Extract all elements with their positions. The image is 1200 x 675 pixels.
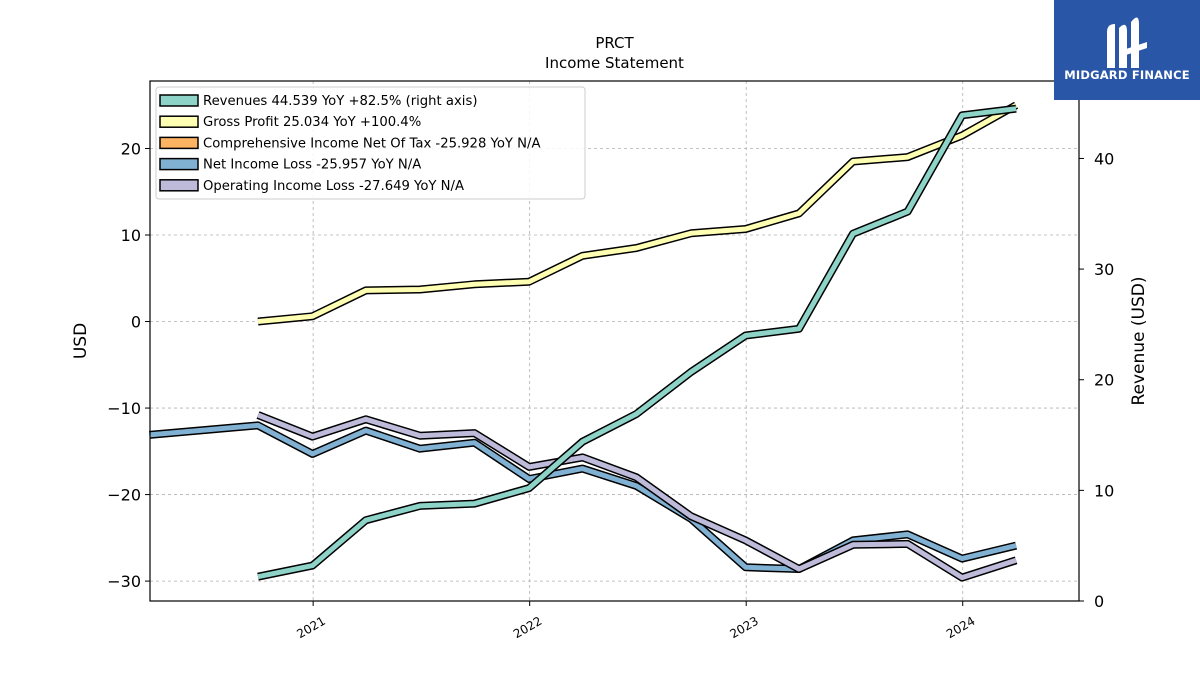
legend-entry: Comprehensive Income Net Of Tax -25.928 … — [203, 136, 540, 151]
legend-swatch — [159, 115, 199, 128]
y-axis-label-right: Revenue (USD) — [1129, 276, 1149, 405]
y-tick-label: −30 — [107, 572, 141, 591]
legend-entry: Net Income Loss -25.957 YoY N/A — [203, 158, 421, 173]
series-outline — [256, 411, 1018, 582]
y-right-tick-label: 40 — [1094, 149, 1114, 168]
legend: Revenues 44.539 YoY +82.5% (right axis) G… — [155, 86, 586, 200]
legend-box — [155, 86, 586, 200]
plot-frame — [149, 80, 1080, 602]
legend-swatch — [159, 157, 199, 171]
x-tick-label: 2023 — [727, 614, 760, 641]
y-right-tick-label: 30 — [1094, 260, 1114, 279]
y-right-tick-label: 20 — [1094, 371, 1114, 390]
series-line — [257, 412, 1017, 581]
x-tick-label: 2024 — [944, 614, 977, 641]
series-line — [257, 106, 1017, 580]
series-line — [149, 422, 1017, 572]
series-line — [257, 103, 1018, 324]
legend-entry: Gross Profit 25.034 YoY +100.4% — [203, 115, 421, 130]
x-tick-label: 2021 — [294, 614, 327, 641]
series-layer — [149, 101, 1019, 582]
y-tick-label: 0 — [131, 313, 141, 332]
chart-subtitle: Income Statement — [545, 54, 684, 72]
legend-swatch — [159, 179, 199, 192]
axes: 2021 2022 2023 2024 20 10 0 −10 −20 −30 40 30 20 10 0 — [107, 139, 1114, 641]
y-right-tick-label: 0 — [1094, 592, 1104, 611]
midgard-logo-icon — [1107, 17, 1147, 69]
legend-entry: Operating Income Loss -27.649 YoY N/A — [203, 179, 464, 194]
chart-title: PRCT — [595, 34, 634, 52]
legend-swatch — [159, 136, 199, 150]
brand-name: MIDGARD FINANCE — [1064, 68, 1190, 82]
y-tick-label: −10 — [107, 399, 141, 418]
y-right-tick-label: 10 — [1094, 481, 1114, 500]
x-tick-label: 2022 — [511, 614, 544, 641]
y-tick-label: −20 — [107, 486, 141, 505]
y-tick-label: 20 — [121, 139, 141, 158]
y-axis-label-left: USD — [71, 323, 91, 359]
legend-swatch — [159, 94, 199, 107]
brand-logo: MIDGARD FINANCE — [1054, 0, 1200, 100]
y-tick-label: 10 — [121, 226, 141, 245]
legend-entry: Revenues 44.539 YoY +82.5% (right axis) — [203, 94, 477, 109]
